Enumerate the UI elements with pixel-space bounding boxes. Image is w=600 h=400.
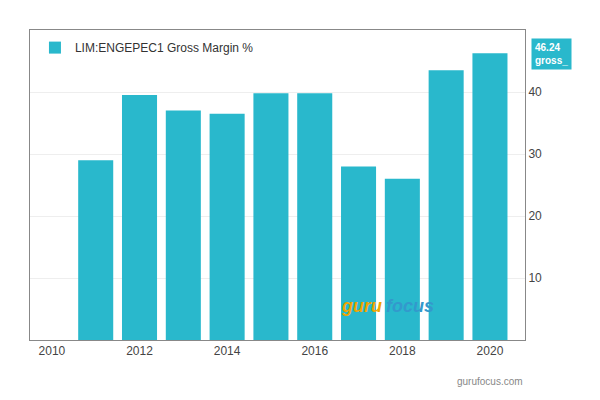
svg-text:gurufocus.com: gurufocus.com <box>457 376 523 387</box>
svg-text:2020: 2020 <box>477 344 504 358</box>
svg-text:2010: 2010 <box>39 344 66 358</box>
svg-text:guru: guru <box>341 296 382 316</box>
svg-text:2018: 2018 <box>389 344 416 358</box>
svg-text:20: 20 <box>528 209 542 223</box>
svg-text:46.24gross_: 46.24gross_ <box>535 42 568 66</box>
svg-text:30: 30 <box>528 147 542 161</box>
svg-text:40: 40 <box>528 85 542 99</box>
svg-text:2014: 2014 <box>214 344 241 358</box>
svg-text:2016: 2016 <box>301 344 328 358</box>
svg-text:LIM:ENGEPEC1 Gross Margin %: LIM:ENGEPEC1 Gross Margin % <box>75 41 253 55</box>
svg-text:2012: 2012 <box>126 344 153 358</box>
svg-text:10: 10 <box>528 271 542 285</box>
svg-text:focus: focus <box>386 296 434 316</box>
